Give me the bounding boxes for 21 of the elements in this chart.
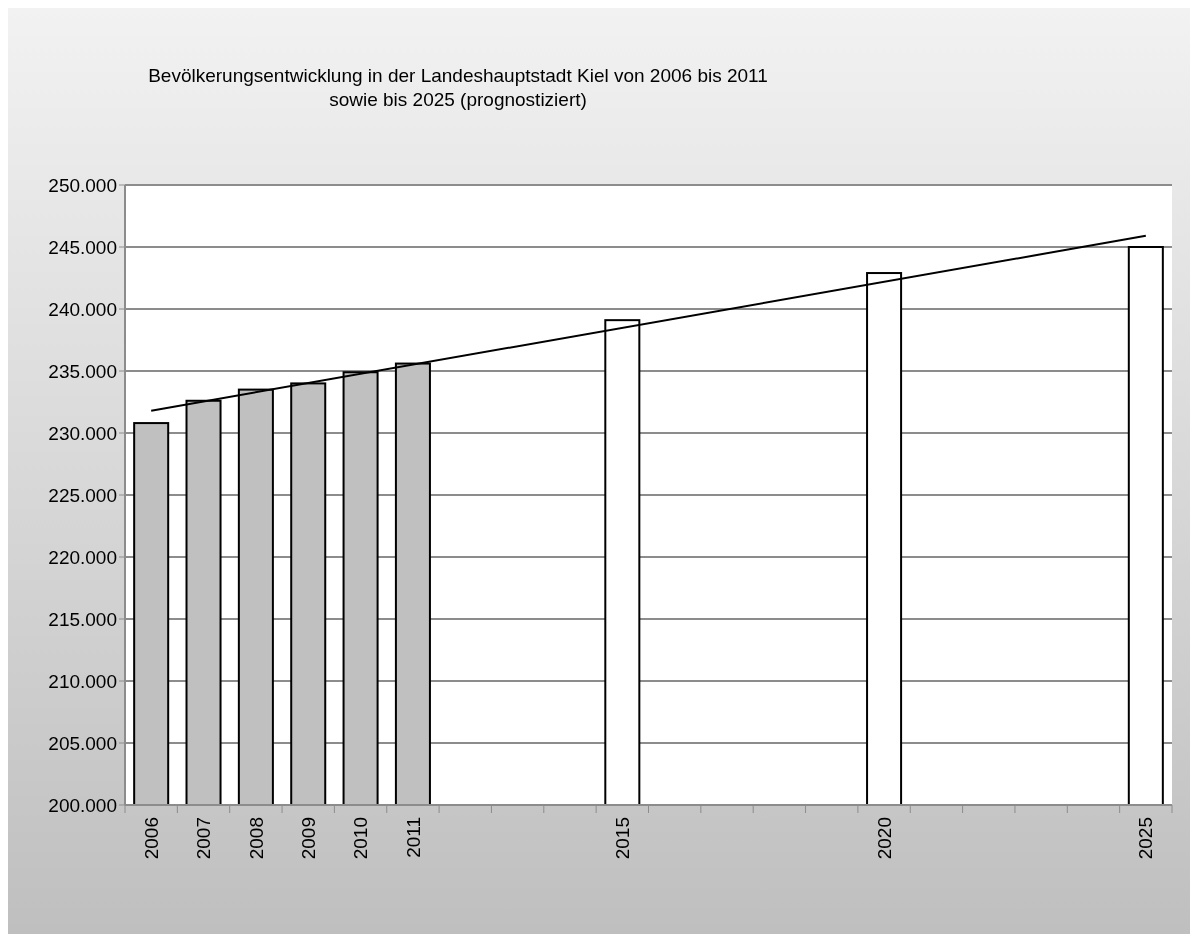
x-tick-label: 2009 xyxy=(297,817,319,860)
y-tick-label: 220.000 xyxy=(48,546,117,568)
y-tick-label: 240.000 xyxy=(48,298,117,320)
y-tick-label: 245.000 xyxy=(48,236,117,258)
y-tick-label: 215.000 xyxy=(48,608,117,630)
x-tick-label: 2025 xyxy=(1135,817,1157,860)
y-tick-label: 210.000 xyxy=(48,670,117,692)
x-tick-label: 2007 xyxy=(193,817,215,860)
x-tick-label: 2006 xyxy=(140,817,162,860)
x-tick-label: 2010 xyxy=(350,817,372,860)
y-tick-label: 205.000 xyxy=(48,732,117,754)
x-tick-label: 2015 xyxy=(611,817,633,860)
x-tick-label: 2020 xyxy=(873,817,895,860)
x-tick-label: 2008 xyxy=(245,817,267,860)
y-tick-label: 230.000 xyxy=(48,422,117,444)
y-tick-label: 235.000 xyxy=(48,360,117,382)
y-tick-label: 200.000 xyxy=(48,794,117,816)
y-tick-label: 250.000 xyxy=(48,174,117,196)
chart-title: Bevölkerungsentwicklung in der Landeshauptstadt Kiel von 2006 bis 2011 sowie bis 2025 (prognostiziert) xyxy=(148,65,768,110)
y-tick-label: 225.000 xyxy=(48,484,117,506)
x-tick-label: 2011 xyxy=(402,817,424,858)
